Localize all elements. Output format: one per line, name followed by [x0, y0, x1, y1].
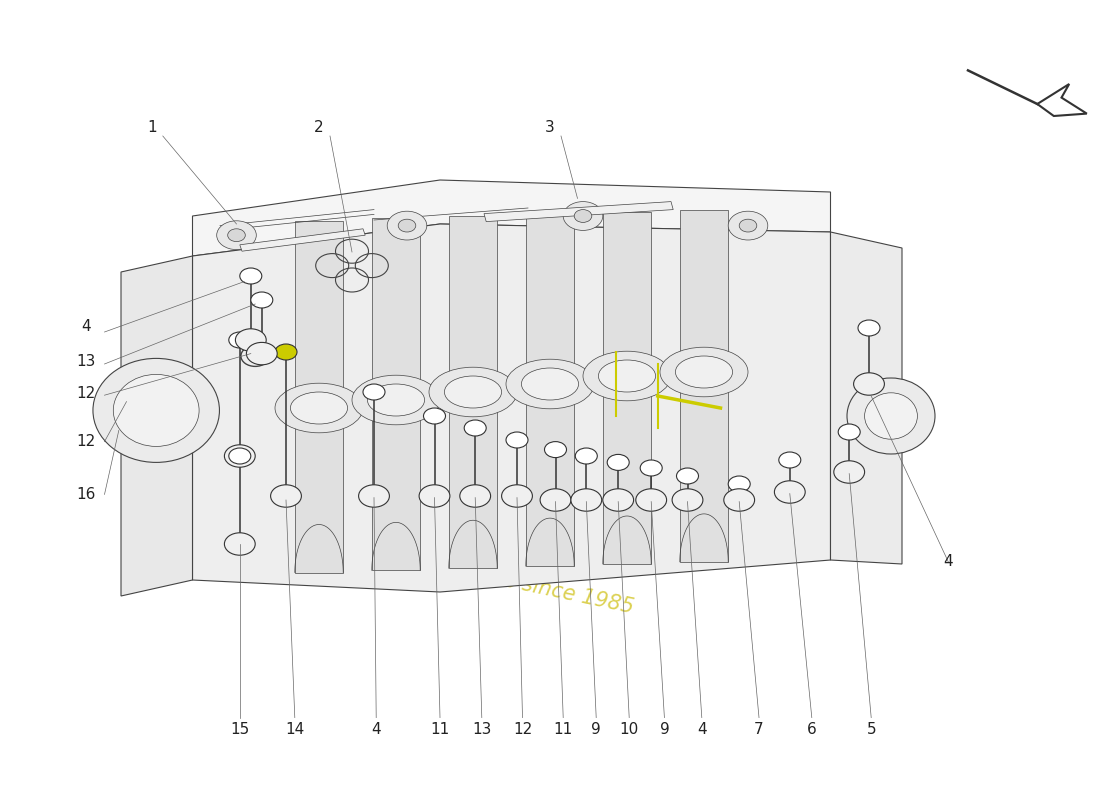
- Circle shape: [575, 448, 597, 464]
- Polygon shape: [484, 202, 673, 222]
- Circle shape: [229, 332, 251, 348]
- Ellipse shape: [290, 392, 348, 424]
- Ellipse shape: [506, 359, 594, 409]
- Text: 13: 13: [76, 354, 96, 369]
- Ellipse shape: [660, 347, 748, 397]
- Polygon shape: [192, 180, 831, 256]
- Polygon shape: [240, 229, 365, 251]
- Circle shape: [363, 384, 385, 400]
- Circle shape: [229, 448, 251, 464]
- Circle shape: [217, 221, 256, 250]
- Circle shape: [419, 485, 450, 507]
- Circle shape: [246, 342, 277, 365]
- Ellipse shape: [352, 375, 440, 425]
- Circle shape: [398, 219, 416, 232]
- Text: 4: 4: [697, 722, 706, 737]
- Circle shape: [224, 533, 255, 555]
- Circle shape: [724, 489, 755, 511]
- Ellipse shape: [865, 393, 917, 439]
- Ellipse shape: [113, 374, 199, 446]
- Text: 13: 13: [472, 722, 492, 737]
- Circle shape: [275, 344, 297, 360]
- Circle shape: [728, 211, 768, 240]
- Text: 16: 16: [76, 487, 96, 502]
- Circle shape: [544, 442, 566, 458]
- Text: 11: 11: [430, 722, 450, 737]
- Circle shape: [728, 476, 750, 492]
- Text: 9: 9: [592, 722, 601, 737]
- Circle shape: [228, 229, 245, 242]
- Text: 7: 7: [755, 722, 763, 737]
- Circle shape: [540, 489, 571, 511]
- Text: 12: 12: [513, 722, 532, 737]
- Polygon shape: [449, 216, 497, 568]
- Text: 15: 15: [230, 722, 250, 737]
- Polygon shape: [295, 221, 343, 573]
- Ellipse shape: [598, 360, 656, 392]
- Polygon shape: [603, 212, 651, 564]
- Circle shape: [387, 211, 427, 240]
- Circle shape: [271, 485, 301, 507]
- Polygon shape: [1037, 84, 1087, 116]
- Ellipse shape: [521, 368, 579, 400]
- Ellipse shape: [583, 351, 671, 401]
- Text: 14: 14: [285, 722, 305, 737]
- Circle shape: [838, 424, 860, 440]
- Text: 5: 5: [867, 722, 876, 737]
- Text: europarts: europarts: [111, 253, 813, 515]
- Ellipse shape: [92, 358, 219, 462]
- Circle shape: [640, 460, 662, 476]
- Circle shape: [774, 481, 805, 503]
- Circle shape: [607, 454, 629, 470]
- Polygon shape: [372, 218, 420, 570]
- Text: 3: 3: [546, 121, 554, 135]
- Polygon shape: [192, 224, 831, 592]
- Circle shape: [464, 420, 486, 436]
- Ellipse shape: [429, 367, 517, 417]
- Text: 11: 11: [553, 722, 573, 737]
- Circle shape: [563, 202, 603, 230]
- Circle shape: [502, 485, 532, 507]
- Text: a passion for cars since 1985: a passion for cars since 1985: [332, 534, 636, 618]
- Ellipse shape: [275, 383, 363, 433]
- Circle shape: [506, 432, 528, 448]
- Circle shape: [460, 485, 491, 507]
- Circle shape: [858, 320, 880, 336]
- Ellipse shape: [847, 378, 935, 454]
- Circle shape: [676, 468, 698, 484]
- Circle shape: [834, 461, 865, 483]
- Circle shape: [574, 210, 592, 222]
- Circle shape: [235, 329, 266, 351]
- Ellipse shape: [367, 384, 425, 416]
- Text: 4: 4: [81, 319, 90, 334]
- Circle shape: [359, 485, 389, 507]
- Text: 4: 4: [944, 554, 953, 569]
- Text: 6: 6: [807, 722, 816, 737]
- Text: 12: 12: [76, 434, 96, 449]
- Ellipse shape: [675, 356, 733, 388]
- Circle shape: [779, 452, 801, 468]
- Polygon shape: [121, 256, 192, 596]
- Circle shape: [854, 373, 884, 395]
- Polygon shape: [680, 210, 728, 562]
- Circle shape: [224, 445, 255, 467]
- Text: 2: 2: [315, 121, 323, 135]
- Circle shape: [251, 292, 273, 308]
- Text: 10: 10: [619, 722, 639, 737]
- Circle shape: [672, 489, 703, 511]
- Polygon shape: [526, 214, 574, 566]
- Circle shape: [571, 489, 602, 511]
- Text: 12: 12: [76, 386, 96, 401]
- Text: 4: 4: [372, 722, 381, 737]
- Circle shape: [240, 268, 262, 284]
- Text: 1: 1: [147, 121, 156, 135]
- Polygon shape: [830, 232, 902, 564]
- Circle shape: [739, 219, 757, 232]
- Circle shape: [603, 489, 634, 511]
- Text: 9: 9: [660, 722, 669, 737]
- Circle shape: [424, 408, 446, 424]
- Ellipse shape: [444, 376, 502, 408]
- Circle shape: [636, 489, 667, 511]
